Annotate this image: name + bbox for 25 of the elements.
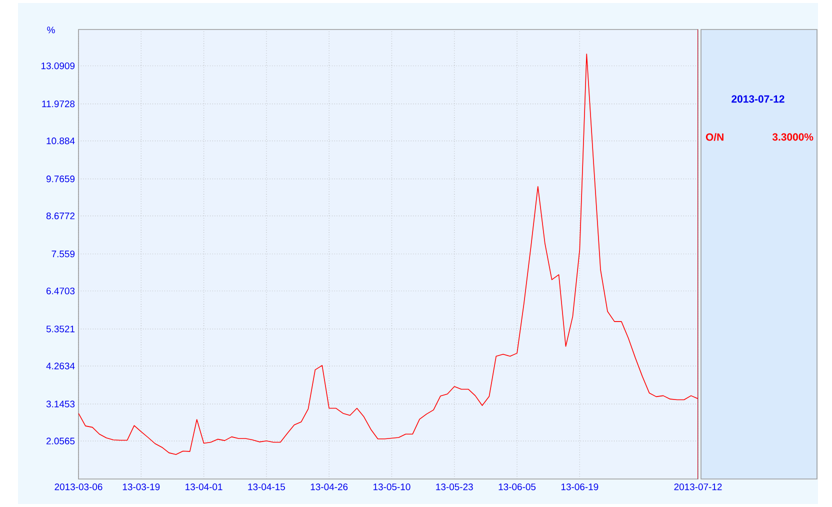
text: 2013-07-12 bbox=[732, 95, 784, 103]
y-tick-label: 10.884 bbox=[46, 138, 75, 144]
x-tick-label: 13-06-19 bbox=[561, 484, 598, 490]
x-tick-label: 13-03-19 bbox=[122, 484, 160, 490]
text: O/N bbox=[706, 133, 724, 141]
y-axis-title: % bbox=[47, 26, 55, 34]
text: 3.3000% bbox=[772, 133, 814, 141]
y-tick-label: 5.3521 bbox=[46, 326, 75, 332]
y-tick-label: 13.0909 bbox=[41, 62, 75, 70]
y-tick-label: 9.7659 bbox=[46, 176, 75, 182]
x-tick-label: 13-06-05 bbox=[498, 484, 536, 490]
y-tick-label: 4.2634 bbox=[46, 362, 75, 370]
y-tick-label: 7.559 bbox=[52, 250, 75, 258]
y-tick-label: 11.9728 bbox=[42, 100, 75, 108]
y-tick-label: 8.6772 bbox=[46, 212, 75, 220]
x-tick-label: 2013-07-12 bbox=[674, 484, 722, 490]
y-tick-label: 2.0565 bbox=[46, 438, 75, 444]
x-tick-label: 2013-03-06 bbox=[54, 484, 102, 490]
x-tick-label: 13-04-26 bbox=[310, 484, 348, 490]
x-tick-label: 13-04-15 bbox=[248, 484, 285, 490]
x-tick-label: 13-04-01 bbox=[186, 484, 222, 490]
x-tick-label: 13-05-23 bbox=[436, 484, 473, 490]
x-tick-label: 13-05-10 bbox=[374, 484, 410, 490]
y-tick-label: 3.1453 bbox=[46, 400, 75, 408]
y-tick-label: 6.4703 bbox=[46, 288, 75, 294]
